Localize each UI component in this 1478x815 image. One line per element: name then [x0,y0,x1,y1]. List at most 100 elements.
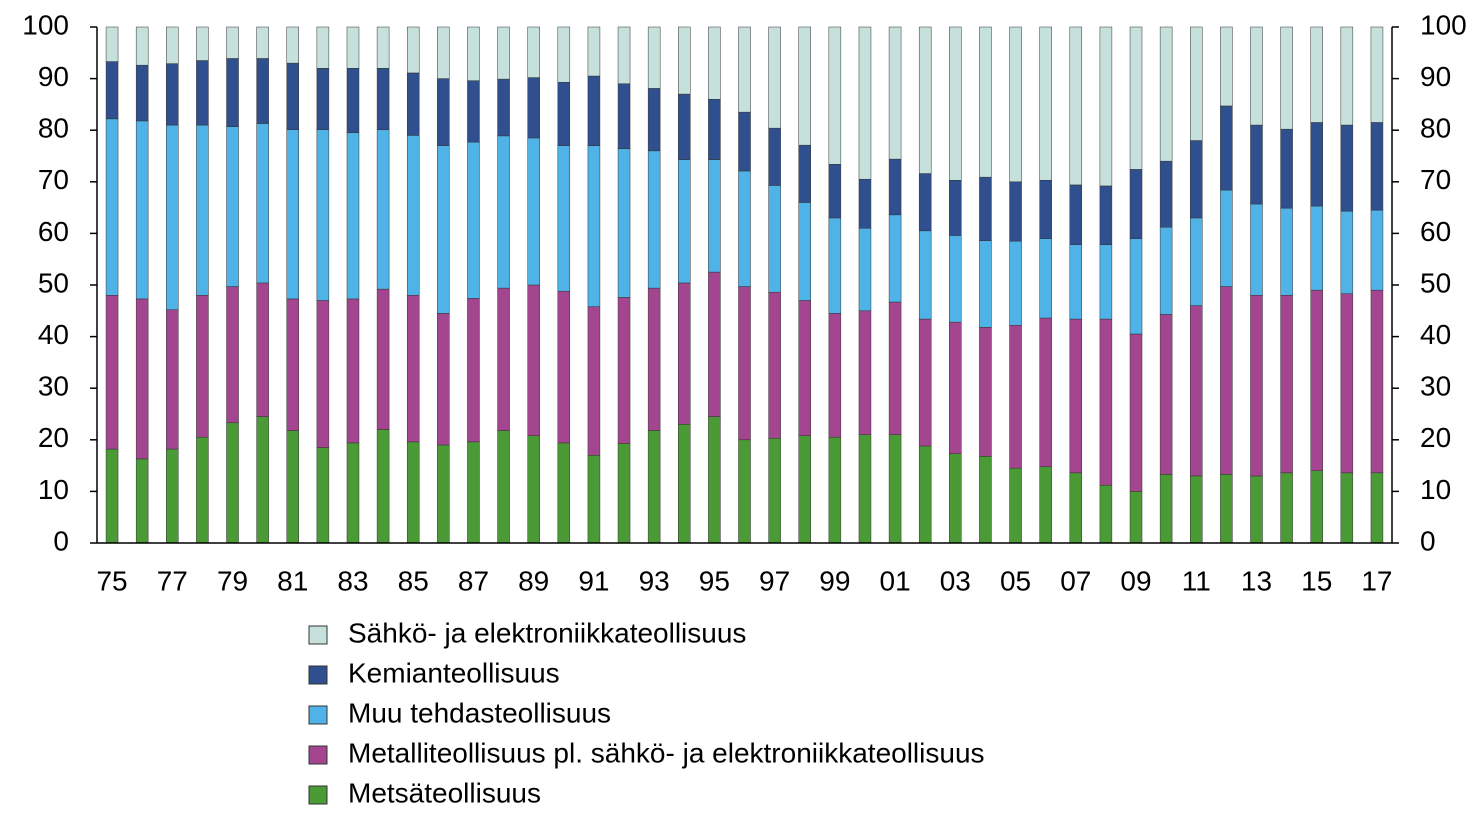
bar-segment [617,83,631,150]
bar-segment [527,77,540,139]
bar-segment [1039,238,1052,319]
bar-segment [1220,474,1233,544]
x-tick-label: 97 [759,565,790,596]
bar-segment [1250,26,1263,126]
bar-segment [738,111,751,172]
x-tick-label: 15 [1301,565,1332,596]
bar-segment [135,120,149,300]
bar-segment [286,298,300,431]
bar-segment [1009,26,1022,183]
bar-segment [196,26,209,61]
bar-segment [798,26,811,146]
bar-segment [1009,240,1022,326]
x-tick-label: 93 [639,565,670,596]
bar-segment [1340,472,1354,544]
bar-segment [1280,26,1293,130]
bar-segment [768,438,781,544]
x-tick-label: 91 [578,565,609,596]
bar-segment [256,416,269,544]
bar-segment [949,321,962,454]
bar-segment [256,58,269,124]
bar-segment [376,68,390,130]
bar-segment [527,284,540,436]
bar-segment [918,230,932,320]
bar-segment [888,26,902,160]
bar-segment [527,137,540,286]
bar-segment [135,64,149,122]
bar-segment [1340,124,1354,212]
bar-segment [738,170,751,287]
bar-segment [678,282,691,425]
bar-segment [1250,124,1263,205]
bar-segment [376,288,390,430]
bar-segment [316,68,330,130]
bar-segment [1250,475,1263,544]
y-tick-label: 10 [38,474,69,505]
bar-segment [798,202,811,301]
bar-segment [828,436,842,544]
bar-segment [1129,238,1143,335]
bar-segment [437,145,450,314]
bar-segment [1189,475,1203,544]
y2-tick-label: 60 [1420,216,1451,247]
bar-segment [979,176,992,241]
bar-segment [1099,26,1113,187]
bar-segment [1099,244,1113,320]
x-tick-label: 07 [1060,565,1091,596]
y2-tick-label: 30 [1420,371,1451,402]
legend-swatch [308,665,328,685]
bar-segment [316,300,330,448]
bar-segment [1069,184,1083,246]
bar-segment [738,286,751,441]
legend-label: Kemianteollisuus [348,657,560,688]
y2-tick-label: 100 [1420,9,1467,40]
bar-segment [647,88,661,152]
bar-segment [1159,226,1173,315]
legend-swatch [308,745,328,765]
x-tick-label: 79 [217,565,248,596]
x-tick-label: 03 [940,565,971,596]
bar-segment [708,271,721,417]
x-tick-label: 13 [1241,565,1272,596]
bar-segment [1310,289,1323,472]
bar-segment [768,185,781,293]
x-tick-label: 01 [880,565,911,596]
x-tick-label: 75 [96,565,127,596]
bar-segment [1340,210,1354,295]
bar-segment [1189,26,1203,141]
bar-segment [105,448,119,544]
bar-segment [798,144,811,203]
bar-segment [346,26,360,69]
bar-segment [678,159,691,284]
bar-segment [708,26,721,100]
bar-segment [497,26,510,80]
bar-segment [467,298,480,443]
bar-segment [256,26,269,59]
bar-segment [587,145,601,307]
bar-segment [979,240,992,328]
bar-segment [346,298,360,444]
y2-tick-label: 0 [1420,525,1436,556]
bar-segment [888,301,902,435]
bar-segment [1280,207,1293,296]
bar-segment [918,26,932,174]
bar-segment [1280,472,1293,544]
y-tick-label: 60 [38,216,69,247]
bar-segment [316,129,330,301]
bar-segment [1009,324,1022,469]
x-tick-label: 87 [458,565,489,596]
bar-segment [527,26,540,78]
bar-segment [1039,180,1052,239]
bar-segment [617,297,631,444]
bar-segment [196,436,209,544]
y-tick-label: 50 [38,267,69,298]
bar-segment [587,26,601,77]
bar-segment [467,141,480,299]
bar-segment [1189,217,1203,306]
legend-label: Metalliteollisuus pl. sähkö- ja elektron… [348,737,985,768]
bar-segment [858,227,872,312]
bar-segment [828,217,842,314]
bar-segment [497,430,510,544]
bar-segment [828,313,842,438]
bar-segment [738,439,751,544]
